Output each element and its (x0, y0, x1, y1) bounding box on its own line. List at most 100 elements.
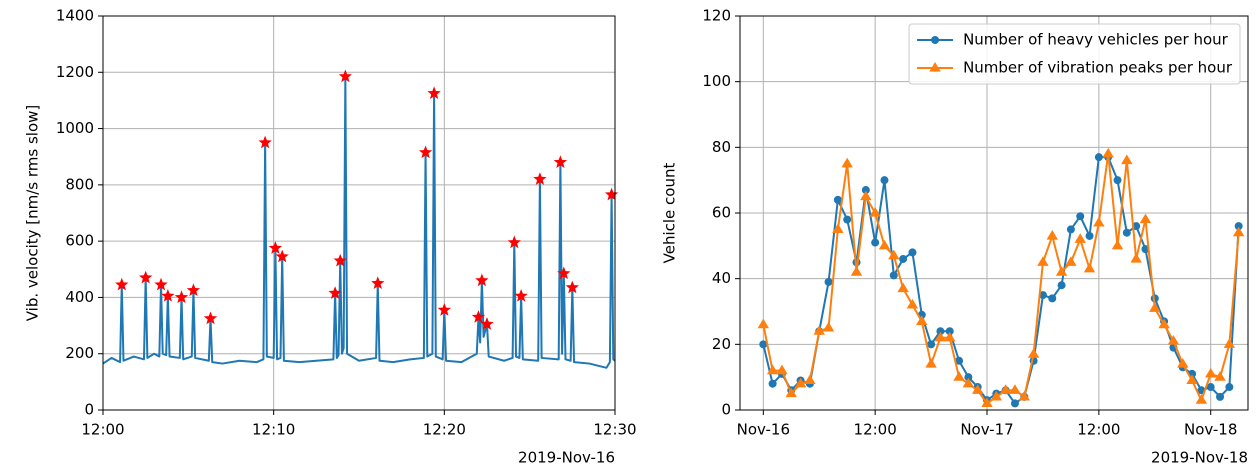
marker (934, 331, 947, 342)
marker (897, 282, 909, 293)
marker (964, 373, 973, 382)
marker (338, 69, 352, 83)
marker (1205, 367, 1217, 378)
marker (186, 283, 201, 297)
marker (1085, 231, 1094, 240)
marker (1214, 371, 1226, 381)
marker (1158, 318, 1170, 329)
marker (437, 303, 451, 316)
marker (533, 172, 547, 185)
marker (514, 289, 528, 302)
marker (927, 340, 936, 349)
marker (1122, 228, 1131, 237)
marker (471, 310, 486, 323)
marker (1130, 252, 1142, 263)
x-tick-label: Nov-17 (960, 421, 1013, 439)
marker (258, 135, 272, 149)
x-offset-label: 2019-Nov-16 (518, 449, 615, 467)
x-tick-label: 12:30 (593, 421, 636, 439)
marker (1206, 383, 1215, 392)
marker (1065, 256, 1077, 266)
marker (860, 190, 872, 201)
marker (861, 186, 870, 195)
y-tick-label: 600 (65, 232, 94, 250)
legend-label: Number of heavy vehicles per hour (963, 31, 1229, 49)
marker (268, 241, 283, 254)
marker (953, 371, 965, 381)
marker (971, 384, 984, 394)
marker (794, 377, 807, 388)
y-tick-label: 200 (65, 344, 94, 362)
marker (841, 157, 853, 168)
marker (1223, 338, 1236, 348)
marker (1027, 348, 1040, 358)
marker (1186, 374, 1198, 385)
marker (139, 270, 153, 284)
marker (1010, 399, 1019, 408)
y-tick-label: 60 (712, 204, 731, 222)
marker (1234, 222, 1243, 231)
x-offset-label: 2019-Nov-18 (1151, 449, 1248, 467)
marker (981, 397, 993, 408)
marker (832, 223, 844, 234)
y-tick-label: 80 (712, 138, 731, 156)
marker (1066, 225, 1075, 234)
y-tick-label: 0 (84, 401, 94, 419)
marker (813, 325, 825, 335)
legend-box (908, 23, 1241, 85)
marker (1216, 392, 1225, 401)
marker (955, 356, 964, 365)
marker (871, 238, 880, 247)
marker (1149, 302, 1161, 312)
marker (1094, 153, 1103, 162)
x-tick-label: 12:10 (252, 421, 295, 439)
x-tick-label: 12:20 (423, 421, 466, 439)
marker (1038, 291, 1047, 300)
legend: Number of heavy vehicles per hour Number … (908, 23, 1241, 85)
marker (1083, 262, 1096, 273)
marker (1009, 384, 1021, 394)
marker (1093, 216, 1105, 227)
marker (908, 248, 917, 257)
marker (475, 273, 489, 287)
marker (776, 364, 788, 375)
marker (757, 318, 770, 329)
marker (174, 290, 189, 304)
y-tick-label: 1000 (56, 119, 94, 137)
marker (889, 271, 898, 280)
y-tick-label: 20 (712, 335, 731, 353)
marker (1195, 394, 1208, 404)
y-axis-label: Vehicle count (661, 163, 679, 264)
marker (1018, 390, 1030, 401)
legend-marker (929, 62, 941, 72)
marker (843, 215, 852, 224)
marker (1139, 213, 1152, 224)
x-tick-label: Nov-16 (737, 421, 790, 439)
y-tick-label: 1200 (56, 63, 94, 81)
marker (507, 235, 521, 249)
marker (822, 321, 835, 332)
marker (1225, 383, 1234, 392)
y-tick-label: 100 (702, 72, 731, 90)
marker (759, 340, 768, 349)
marker (1232, 226, 1245, 237)
y-tick-label: 0 (721, 401, 731, 419)
marker (115, 277, 129, 291)
legend-marker (931, 36, 940, 44)
marker (333, 253, 347, 267)
marker (916, 315, 928, 325)
marker (1111, 239, 1124, 250)
marker (328, 286, 342, 299)
y-tick-label: 400 (65, 288, 94, 306)
x-tick-label: Nov-18 (1184, 421, 1237, 439)
marker (275, 249, 289, 263)
marker (824, 277, 833, 286)
marker (203, 311, 218, 325)
marker (906, 298, 919, 309)
axes: Nov-16 12:00 Nov-17 12:00 Nov-18 0 20 40 60 80 100… (661, 7, 1249, 467)
marker (990, 390, 1003, 401)
y-tick-label: 1400 (56, 7, 94, 25)
x-tick-label: 12:00 (81, 421, 124, 439)
marker (945, 327, 954, 336)
